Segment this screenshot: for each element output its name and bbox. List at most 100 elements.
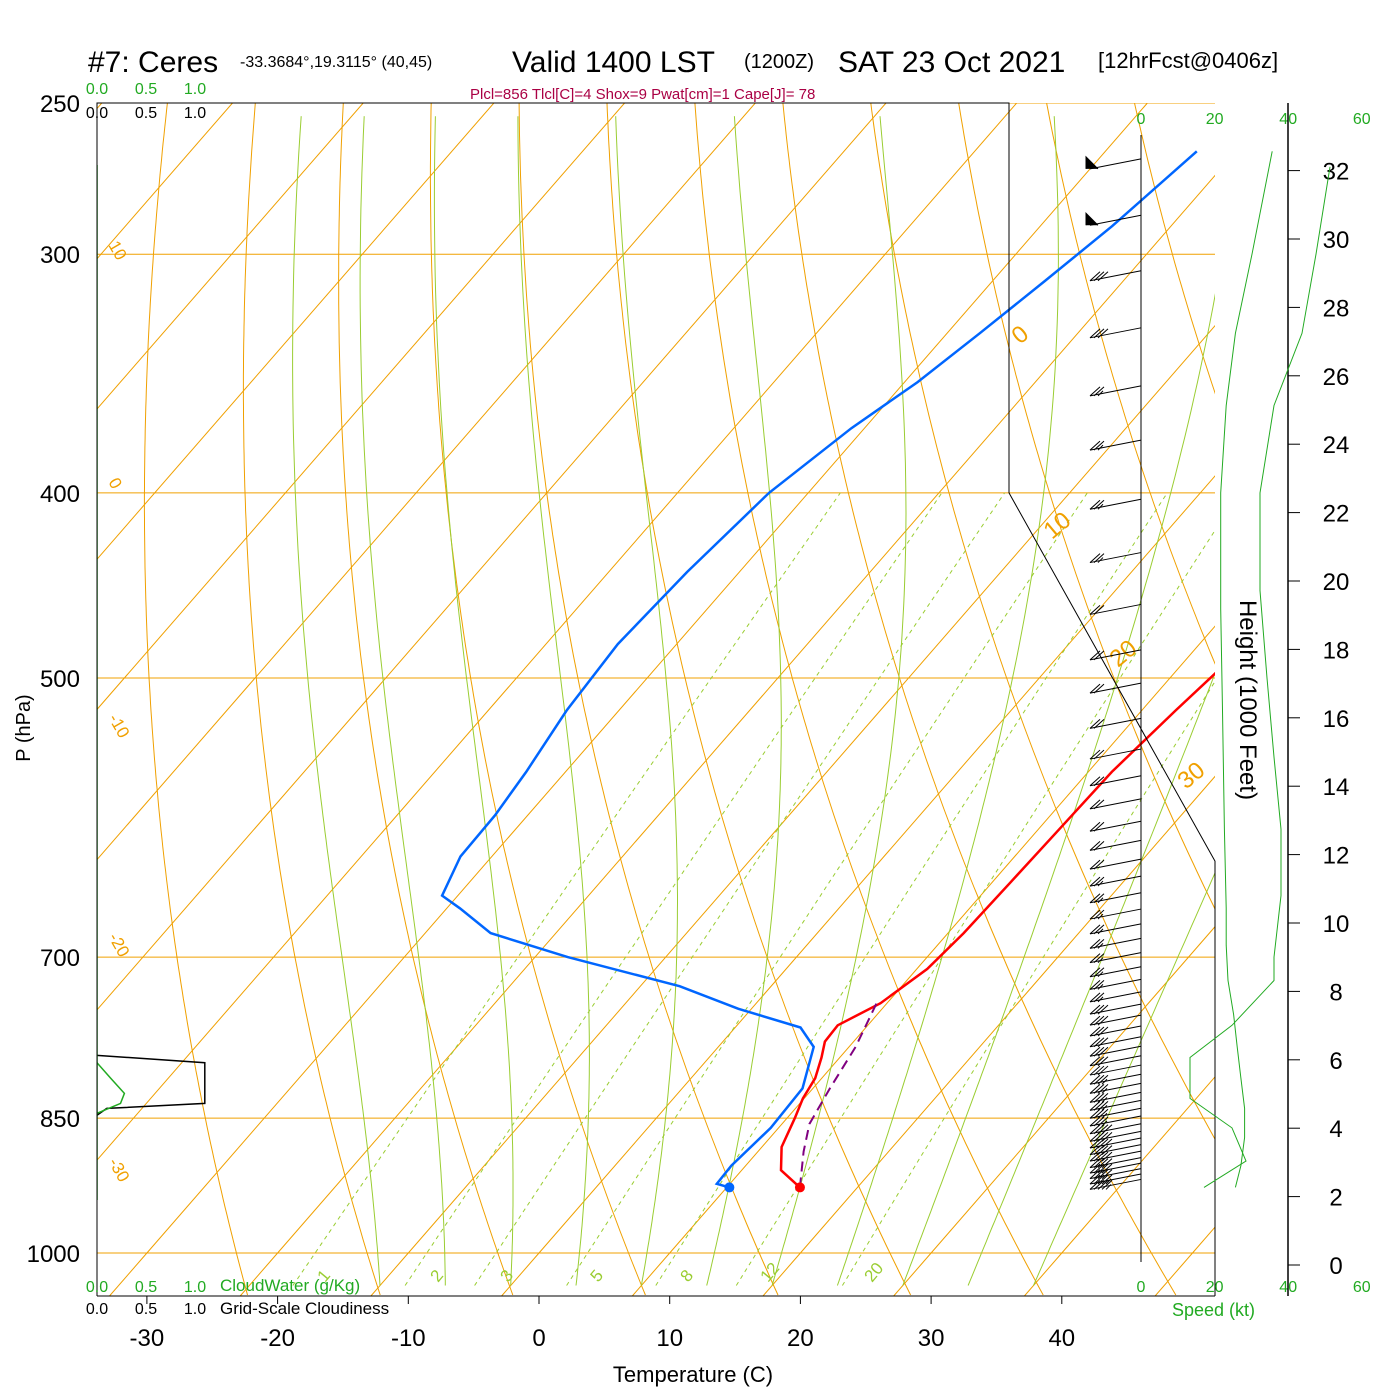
parcel-profile <box>798 1002 878 1188</box>
wind-barb-full <box>1089 967 1101 978</box>
height-trace <box>1189 166 1331 1188</box>
wind-barb-full <box>1101 1169 1113 1179</box>
mixing-ratio-label: 12 <box>757 1259 784 1286</box>
moist-adiabat <box>836 116 1059 1286</box>
dry-adiabat <box>1310 103 1400 1295</box>
wind-barb-staff <box>1089 1130 1142 1142</box>
y-axis-title: P (hPa) <box>13 694 35 761</box>
wind-barb-full <box>1089 749 1101 760</box>
isotherm-line <box>893 1252 932 1296</box>
isotherm-line <box>146 103 1148 1254</box>
height-tick-label: 20 <box>1323 569 1350 596</box>
wind-barb-staff <box>1089 1178 1142 1190</box>
speed-axis-title: Speed (kt) <box>1172 1300 1255 1320</box>
isotherm-line <box>1154 1252 1193 1296</box>
height-tick-label: 24 <box>1323 432 1350 459</box>
cloud-scale-tick: 0.5 <box>135 81 157 98</box>
wind-barb-full <box>1089 605 1101 615</box>
mixing-ratio-label: 8 <box>677 1266 698 1285</box>
temperature-tick-label: -30 <box>130 1325 165 1352</box>
cloud-scale-tick: 0.0 <box>86 81 108 98</box>
wind-barb-half <box>1097 943 1104 949</box>
wind-barb-full <box>1089 1093 1101 1103</box>
wind-barb-full <box>1093 924 1105 935</box>
speed-tick-label: 20 <box>1206 111 1224 128</box>
cloud-scale-tick: 0.0 <box>86 1301 108 1318</box>
wind-barb-full <box>1093 1158 1105 1168</box>
wind-barb-full <box>1093 718 1105 729</box>
wind-barb-staff <box>1089 552 1142 564</box>
height-tick-label: 10 <box>1323 911 1350 938</box>
wind-barb-full <box>1097 1015 1109 1026</box>
wind-barb-staff <box>1089 1082 1142 1094</box>
wind-barb-full <box>1089 992 1101 1003</box>
height-tick-label: 4 <box>1329 1116 1342 1143</box>
wind-barb-staff <box>1089 1073 1142 1085</box>
moist-adiabat <box>433 116 514 1286</box>
wind-barb-full <box>1093 605 1105 615</box>
cloud-scale-tick: 0.5 <box>135 105 157 122</box>
wind-barb-full <box>1089 1065 1101 1076</box>
wind-barb-full <box>1089 683 1101 694</box>
speed-tick-label: 60 <box>1353 111 1371 128</box>
wind-barb-staff <box>1089 978 1142 990</box>
isotherm-line <box>97 103 756 861</box>
wind-barb-full <box>1093 1004 1105 1015</box>
isotherm-label: -20 <box>105 930 134 961</box>
wind-barb-full <box>1093 992 1105 1003</box>
temperature-tick-label: 0 <box>532 1325 545 1352</box>
wind-barb-full <box>1093 271 1105 282</box>
wind-barb-full <box>1089 1026 1101 1037</box>
cloud-scale-tick: 1.0 <box>184 105 206 122</box>
wind-barb-half <box>1097 913 1104 920</box>
static-labels: Temperature (C) P (hPa) Height (1000 Fee… <box>13 600 1261 1387</box>
wind-barb-full <box>1101 1163 1113 1174</box>
wind-barb-full <box>1097 1124 1109 1135</box>
height-tick-label: 18 <box>1323 637 1350 664</box>
height-tick-label: 30 <box>1323 227 1350 254</box>
wind-barb-staff <box>1089 908 1142 920</box>
wind-barb-half <box>1097 928 1104 935</box>
dry-adiabat <box>518 103 779 1296</box>
surface-dewpoint-point <box>724 1182 735 1193</box>
moist-adiabat <box>771 116 907 1286</box>
wind-barb-staff <box>1089 1168 1142 1180</box>
isotherm-line <box>669 625 1215 1254</box>
isotherm-line <box>97 103 495 560</box>
wind-barb-staff <box>1089 937 1142 949</box>
dry-adiabat <box>242 103 381 1296</box>
moist-adiabat <box>359 116 446 1286</box>
dry-adiabat <box>143 103 248 1296</box>
cloud-scale-tick: 1.0 <box>184 1279 206 1296</box>
wind-barb-staff <box>1089 1014 1142 1026</box>
wind-barb-staff <box>1089 1123 1142 1135</box>
wind-barb-full <box>1093 1084 1105 1094</box>
wind-barb-full <box>1097 271 1109 282</box>
wind-barb-staff <box>1089 158 1142 170</box>
wind-barb-staff <box>1089 1045 1142 1057</box>
moist-adiabat <box>292 116 381 1286</box>
isotherm-line <box>1323 103 1400 1253</box>
wind-barb-full <box>1093 386 1105 397</box>
isotherm-label: 0 <box>105 475 126 493</box>
isotherm-line <box>800 775 1215 1254</box>
speed-tick-label: 0 <box>1137 1279 1146 1296</box>
wind-barb-full <box>1097 1084 1109 1094</box>
wind-barb-full <box>1093 859 1105 870</box>
wind-barb-half <box>1101 1105 1108 1111</box>
wind-barb-full <box>1101 1132 1113 1142</box>
cloud-scale-tick: 0.0 <box>86 1279 108 1296</box>
wind-barb-full <box>1089 939 1101 949</box>
pressure-tick-label: 850 <box>40 1106 80 1133</box>
wind-barb-staff <box>1089 820 1142 832</box>
wind-barb-full <box>1089 386 1101 397</box>
wind-barb-full <box>1089 924 1101 935</box>
moist-adiabat <box>902 293 1215 1286</box>
wind-barb-full <box>1097 1158 1109 1168</box>
wind-barb-full <box>1097 1163 1109 1174</box>
wind-barb-full <box>1093 967 1105 978</box>
cloud-scale-tick: 0.0 <box>86 105 108 122</box>
temperature-tick-label: 10 <box>656 1325 683 1352</box>
wind-barb-half <box>1101 1078 1108 1085</box>
moist-adiabat <box>967 671 1215 1286</box>
